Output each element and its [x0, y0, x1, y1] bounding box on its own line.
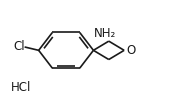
Text: O: O	[126, 44, 135, 57]
Text: Cl: Cl	[13, 40, 25, 53]
Text: NH₂: NH₂	[94, 27, 117, 40]
Text: HCl: HCl	[10, 81, 31, 94]
